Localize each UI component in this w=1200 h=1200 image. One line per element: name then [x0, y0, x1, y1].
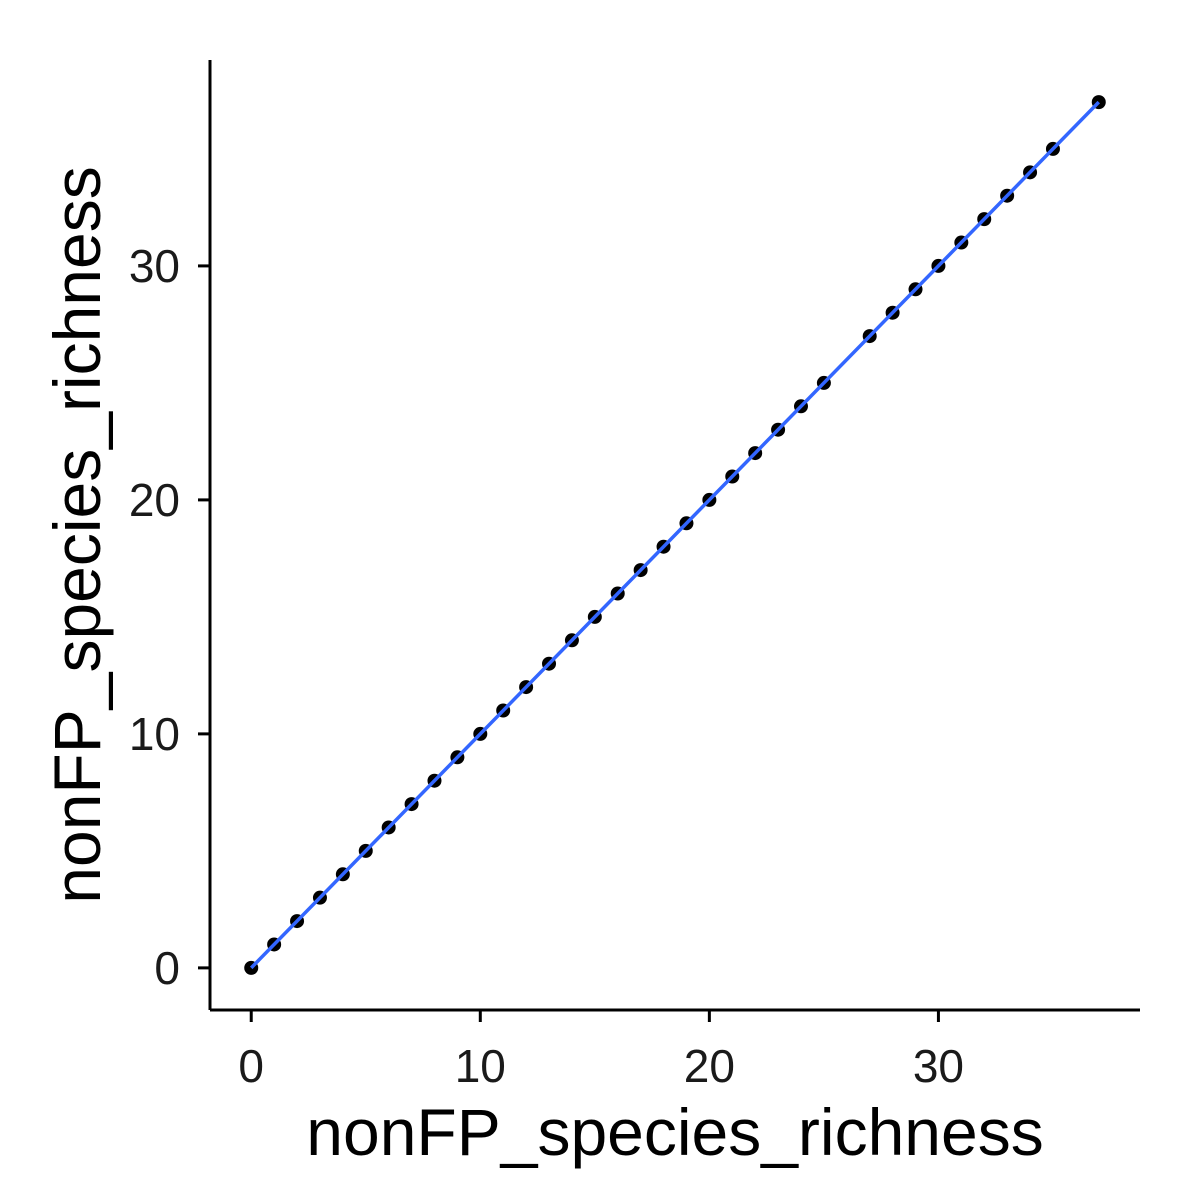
- x-tick-label: 0: [238, 1040, 264, 1092]
- fit-line-layer: [249, 100, 1101, 970]
- x-tick-label: 30: [913, 1040, 964, 1092]
- x-axis-ticks: 0 10 20 30: [238, 1010, 964, 1092]
- x-tick-label: 20: [684, 1040, 735, 1092]
- y-tick-label: 20: [129, 474, 180, 526]
- y-axis-title: nonFP_species_richness: [40, 166, 114, 903]
- y-axis-ticks: 0 10 20 30: [129, 240, 210, 994]
- y-tick-label: 10: [129, 708, 180, 760]
- fit-line: [249, 100, 1101, 970]
- y-tick-label: 0: [154, 942, 180, 994]
- x-tick-label: 10: [455, 1040, 506, 1092]
- x-axis-title: nonFP_species_richness: [306, 1095, 1043, 1169]
- y-tick-label: 30: [129, 240, 180, 292]
